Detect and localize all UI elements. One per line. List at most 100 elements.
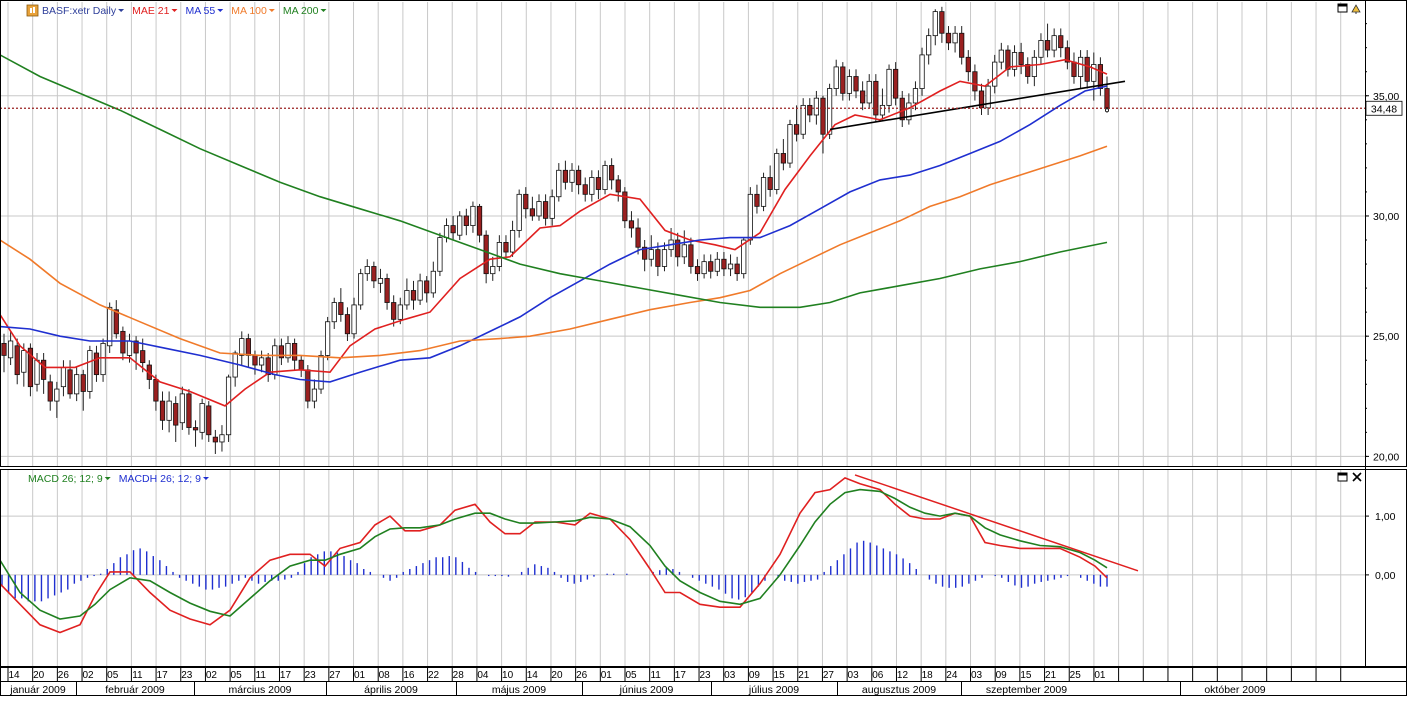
x-day-label: 24 bbox=[946, 670, 958, 681]
price-candle bbox=[523, 187, 529, 219]
candle-body bbox=[945, 32, 952, 44]
chevron-down-icon[interactable] bbox=[118, 9, 125, 12]
price-candle bbox=[14, 338, 20, 385]
chevron-down-icon[interactable] bbox=[171, 9, 178, 12]
candle-body bbox=[364, 266, 370, 275]
price-legend-item-2[interactable]: MA 55 bbox=[185, 5, 215, 17]
candle-body bbox=[212, 436, 218, 443]
price-scale-button[interactable] bbox=[1351, 4, 1361, 14]
candle-body bbox=[133, 340, 139, 354]
x-day-label: 23 bbox=[699, 670, 711, 681]
chevron-down-icon[interactable] bbox=[320, 9, 327, 12]
candle-body bbox=[912, 88, 919, 104]
price-candle bbox=[536, 194, 542, 221]
candle-body bbox=[595, 177, 602, 190]
macd-line-macdh-26-12-9-signal bbox=[0, 488, 1108, 620]
macd-legend-item-0[interactable]: MACD 26; 12; 9 bbox=[28, 473, 103, 485]
candle-body bbox=[1091, 64, 1097, 82]
candle-body bbox=[549, 196, 555, 219]
candle-body bbox=[919, 54, 925, 89]
price-candle bbox=[589, 170, 595, 202]
price-candle bbox=[840, 62, 846, 101]
price-candle bbox=[734, 256, 740, 281]
price-candle bbox=[972, 64, 978, 101]
x-month-label: január 2009 bbox=[9, 684, 66, 696]
price-legend-item-1[interactable]: MAE 21 bbox=[132, 5, 170, 17]
x-day-label: 26 bbox=[576, 670, 588, 681]
price-candle bbox=[212, 429, 218, 454]
price-candle bbox=[311, 379, 318, 409]
candle-body bbox=[939, 11, 945, 34]
candle-body bbox=[47, 381, 53, 402]
candle-body bbox=[860, 90, 866, 104]
candle-body bbox=[140, 350, 146, 364]
candle-body bbox=[952, 32, 958, 44]
price-candle bbox=[642, 240, 648, 272]
x-day-label: 10 bbox=[502, 670, 514, 681]
candle-body bbox=[397, 304, 403, 320]
price-y-label: 35,00 bbox=[1373, 91, 1399, 103]
x-day-label: 15 bbox=[1020, 670, 1032, 681]
candle-body bbox=[509, 229, 516, 253]
candle-body bbox=[899, 97, 905, 121]
x-day-label: 15 bbox=[774, 670, 786, 681]
price-candle bbox=[879, 88, 886, 120]
chevron-down-icon[interactable] bbox=[104, 477, 111, 480]
price-legend-item-0[interactable]: BASF:xetr Daily bbox=[42, 5, 117, 17]
macd-y-label: 1,00 bbox=[1375, 511, 1396, 523]
price-candle bbox=[292, 338, 298, 370]
price-candle bbox=[21, 343, 27, 387]
candle-body bbox=[457, 215, 463, 236]
candle-body bbox=[87, 350, 93, 392]
chevron-down-icon[interactable] bbox=[268, 9, 275, 12]
macd-maximize-button[interactable] bbox=[1337, 472, 1348, 482]
candle-body bbox=[642, 246, 648, 260]
candle-body bbox=[298, 359, 304, 371]
candle-body bbox=[1084, 56, 1090, 82]
macd-legend-item-1[interactable]: MACDH 26; 12; 9 bbox=[119, 473, 201, 485]
candle-body bbox=[853, 76, 859, 92]
chevron-down-icon[interactable] bbox=[203, 477, 209, 480]
price-candle bbox=[74, 367, 80, 402]
macd-line-macd-trendline bbox=[854, 474, 1139, 572]
price-legend-item-3[interactable]: MA 100 bbox=[231, 5, 267, 17]
price-candle bbox=[820, 95, 826, 154]
candle-body bbox=[556, 169, 562, 198]
candle-body bbox=[80, 374, 86, 392]
maximize-icon bbox=[1337, 472, 1348, 482]
candle-body bbox=[906, 102, 912, 121]
x-day-label: 03 bbox=[971, 670, 983, 681]
price-candle bbox=[87, 345, 93, 399]
chevron-down-icon[interactable] bbox=[217, 9, 224, 12]
x-month-label: március 2009 bbox=[228, 684, 291, 696]
price-candle bbox=[483, 230, 489, 284]
x-month-label: április 2009 bbox=[364, 684, 418, 696]
x-day-label: 20 bbox=[33, 670, 45, 681]
price-candle bbox=[965, 50, 971, 82]
x-day-label: 23 bbox=[305, 670, 317, 681]
chart-app-icon[interactable] bbox=[26, 4, 39, 17]
x-month-label: május 2009 bbox=[492, 684, 546, 696]
macd-close-button[interactable] bbox=[1352, 472, 1362, 482]
candle-body bbox=[8, 340, 14, 359]
price-candle bbox=[853, 69, 859, 99]
x-day-label: 09 bbox=[749, 670, 761, 681]
price-maximize-button[interactable] bbox=[1337, 3, 1348, 13]
price-candle bbox=[780, 139, 786, 171]
candle-body bbox=[384, 278, 390, 303]
price-candle bbox=[721, 252, 727, 277]
price-candle bbox=[437, 232, 443, 277]
price-candle bbox=[397, 297, 403, 325]
candle-body bbox=[424, 280, 430, 294]
price-candle bbox=[793, 105, 800, 142]
candle-body bbox=[602, 165, 608, 190]
price-candle bbox=[681, 230, 687, 265]
candle-body bbox=[760, 177, 767, 207]
candle-body bbox=[576, 169, 582, 186]
price-candle bbox=[8, 331, 14, 366]
candle-body bbox=[292, 342, 298, 361]
price-legend-item-4[interactable]: MA 200 bbox=[283, 5, 319, 17]
candle-body bbox=[225, 376, 232, 436]
chart-app-icon-bar bbox=[30, 8, 32, 13]
candle-body bbox=[153, 379, 159, 402]
